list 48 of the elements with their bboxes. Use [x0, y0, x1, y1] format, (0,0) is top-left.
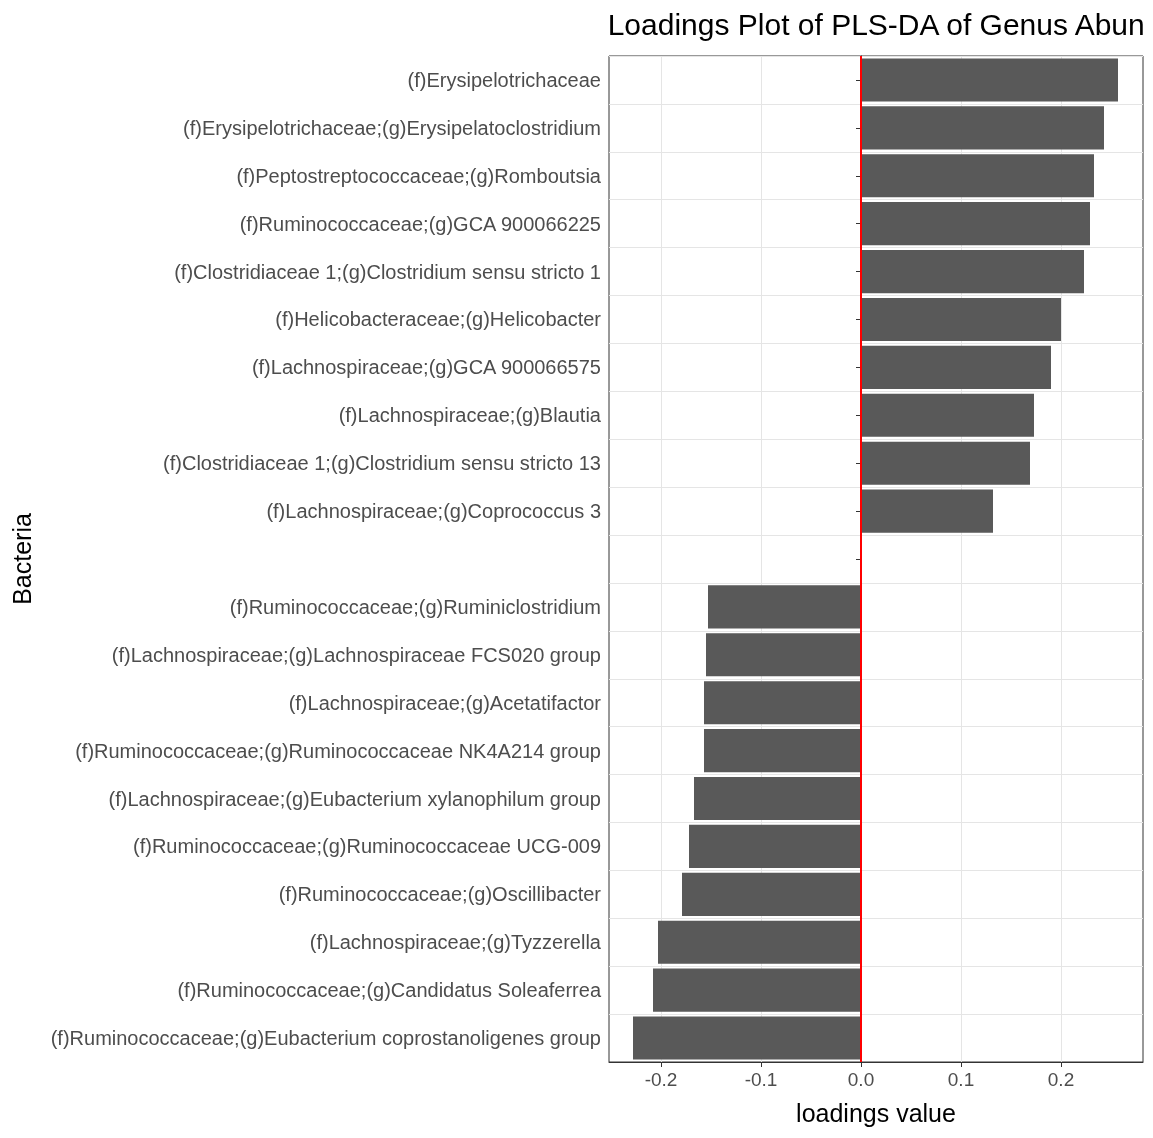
y-tick-label: (f)Ruminococcaceae;(g)Ruminococcaceae NK4A214 group [75, 739, 601, 762]
bar [861, 345, 1051, 389]
x-tick-label: 0.2 [1047, 1069, 1075, 1090]
y-tick-label: (f)Erysipelotrichaceae [407, 68, 601, 91]
x-tick-label: -0.1 [744, 1069, 778, 1090]
y-tick-label: (f)Ruminococcaceae;(g)Ruminiclostridium [229, 595, 601, 618]
bar [706, 633, 861, 677]
bar [861, 106, 1104, 150]
bar [708, 585, 861, 629]
bar [861, 441, 1030, 485]
x-axis-title: loadings value [796, 1098, 956, 1127]
bar [861, 393, 1034, 437]
y-tick-label: (f)Lachnospiraceae;(g)Blautia [338, 404, 602, 427]
y-tick-label: (f)Lachnospiraceae;(g)Lachnospiraceae FCS020 group [111, 643, 601, 666]
bar [861, 202, 1090, 246]
x-tick-label: 0.1 [947, 1069, 975, 1090]
y-tick-label: (f)Ruminococcaceae;(g)Oscillibacter [278, 883, 602, 906]
bar [682, 872, 861, 916]
y-tick-label: (f)Lachnospiraceae;(g)GCA 900066575 [251, 356, 601, 379]
bar [653, 968, 861, 1012]
bar [704, 681, 861, 725]
x-tick-label: 0.0 [847, 1069, 875, 1090]
y-tick-label: (f)Peptostreptococcaceae;(g)Romboutsia [236, 164, 602, 187]
bar [861, 489, 993, 533]
bar [704, 729, 861, 773]
bar [633, 1016, 861, 1060]
y-tick-label: (f)Ruminococcaceae;(g)Ruminococcaceae UCG-009 [133, 835, 601, 858]
bar [861, 58, 1118, 102]
bar [689, 824, 861, 868]
y-tick-label: (f)Clostridiaceae 1;(g)Clostridium sensu stricto 13 [163, 452, 601, 475]
y-tick-label: (f)Lachnospiraceae;(g)Tyzzerella [309, 931, 602, 954]
bar [861, 297, 1061, 342]
y-tick-label: (f)Clostridiaceae 1;(g)Clostridium sensu stricto 1 [174, 260, 601, 283]
bar [658, 920, 861, 964]
y-tick-label: (f)Ruminococcaceae;(g)Eubacterium coprostanoligenes group [50, 1027, 601, 1050]
chart-title: Loadings Plot of PLS-DA of Genus Abun [607, 7, 1145, 41]
y-tick-label: (f)Erysipelotrichaceae;(g)Erysipelatoclostridium [183, 116, 601, 139]
bar [861, 154, 1094, 198]
y-tick-label: (f)Ruminococcaceae;(g)GCA 900066225 [239, 212, 601, 235]
y-tick-label: (f)Lachnospiraceae;(g)Acetatifactor [288, 691, 602, 714]
y-tick-label: (f)Lachnospiraceae;(g)Coprococcus 3 [266, 500, 601, 523]
bar [694, 776, 861, 821]
bar [861, 250, 1084, 294]
y-axis-title: Bacteria [7, 513, 36, 605]
y-tick-label: (f)Helicobacteraceae;(g)Helicobacter [275, 308, 602, 331]
x-tick-label: -0.2 [644, 1069, 678, 1090]
y-tick-label: (f)Lachnospiraceae;(g)Eubacterium xylanophilum group [108, 787, 601, 810]
y-tick-label: (f)Ruminococcaceae;(g)Candidatus Soleaferrea [177, 979, 602, 1002]
